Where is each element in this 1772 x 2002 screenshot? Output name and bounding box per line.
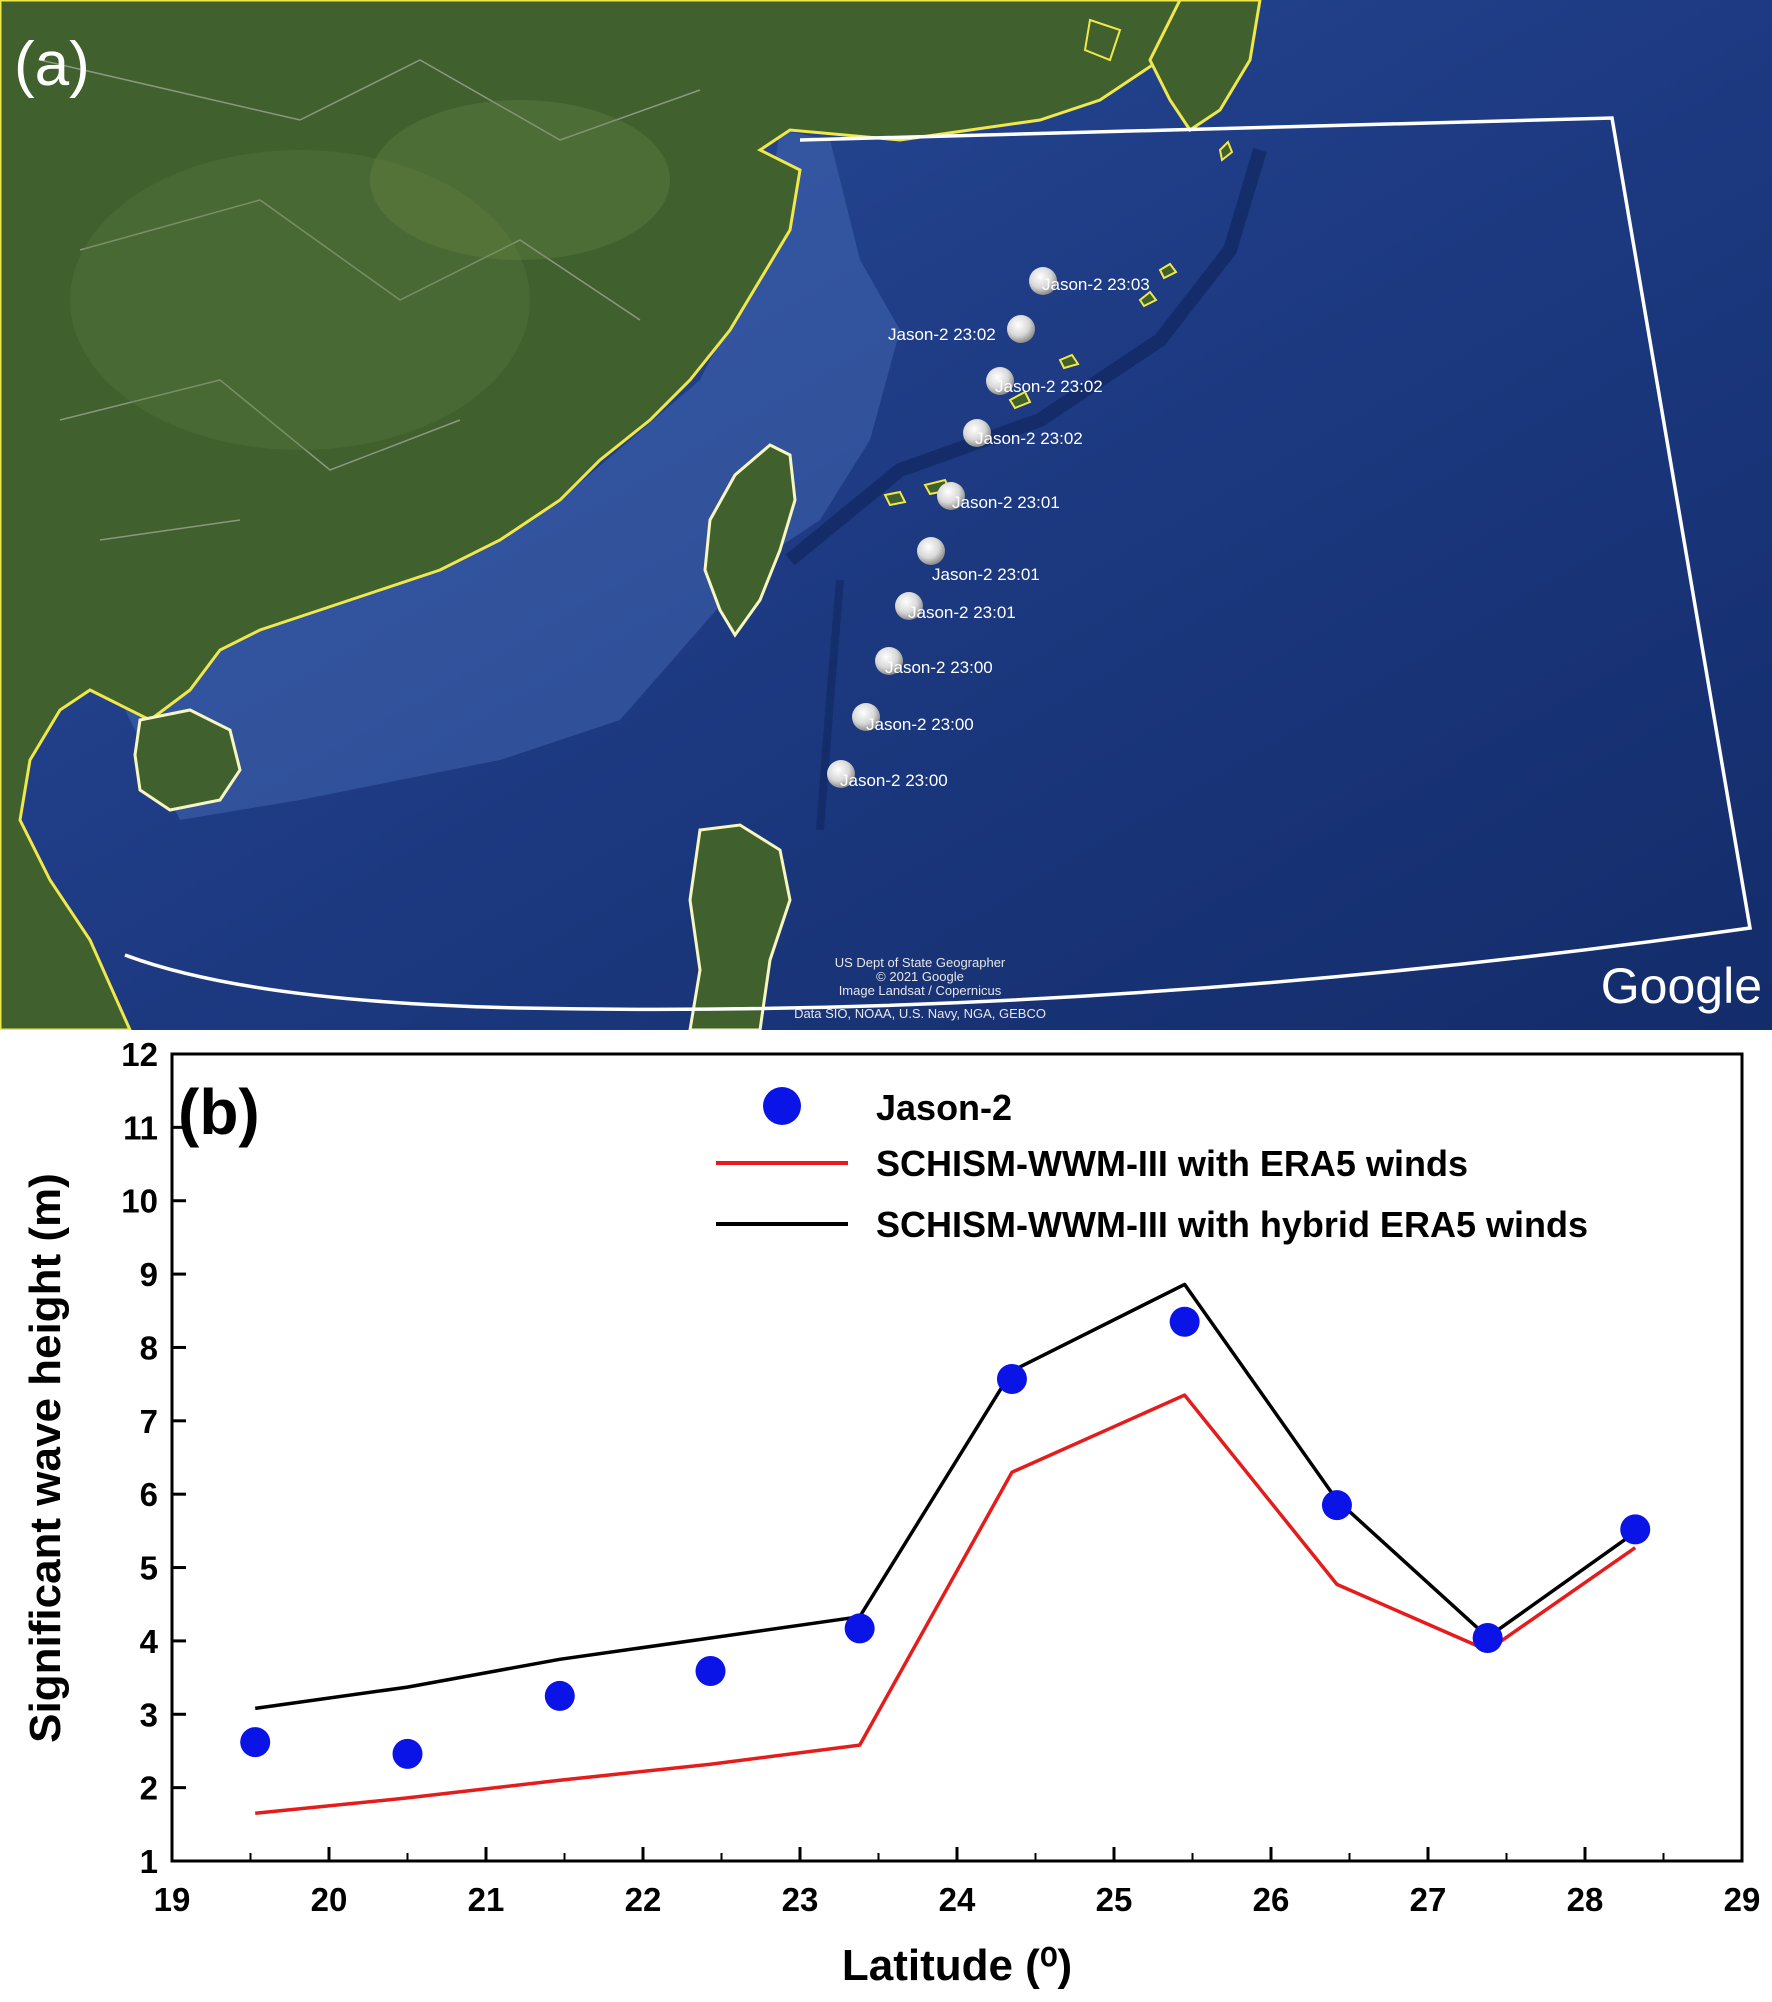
- continental-shelf: [120, 130, 900, 820]
- google-watermark: Google: [1601, 958, 1762, 1014]
- x-tick-label: 29: [1724, 1881, 1761, 1918]
- jason-2-marker: [986, 367, 1014, 395]
- taiwan-island: [703, 443, 797, 638]
- jason-2-marker-label: Jason-2 23:02: [975, 429, 1083, 448]
- mainland-landmass: [0, 0, 1182, 1030]
- series-line-2: [254, 1282, 1637, 1711]
- satellite-map: Jason-2 23:03 Jason-2 23:02 Jason-2 23:02 J…: [0, 0, 1772, 1030]
- jason-2-marker-label: Jason-2 23:02: [995, 377, 1103, 396]
- y-tick-label: 3: [140, 1696, 158, 1733]
- jason-2-marker: [875, 647, 903, 675]
- jason-2-marker-label: Jason-2 23:01: [932, 565, 1040, 584]
- jason-2-marker-label: Jason-2 23:00: [885, 658, 993, 677]
- y-tick-label: 1: [140, 1843, 158, 1880]
- island: [1083, 18, 1122, 62]
- hainan-island: [133, 708, 242, 812]
- series-line-1: [255, 1393, 1637, 1816]
- x-tick-label: 19: [154, 1881, 191, 1918]
- jason-2-point: [392, 1738, 423, 1769]
- x-axis: 19 20 21 22 23 24 25 26 27 28 29: [154, 1847, 1761, 1918]
- y-tick-label: 2: [140, 1770, 158, 1807]
- jason-2-marker-label: Jason-2 23:02: [888, 325, 996, 344]
- plot-area: [240, 1282, 1651, 1816]
- jason-2-marker: [917, 537, 945, 565]
- jason-2-marker-label: Jason-2 23:01: [952, 493, 1060, 512]
- jason-2-point: [1472, 1622, 1503, 1653]
- luzon-landmass: [688, 823, 792, 1030]
- jason-2-marker: [1007, 315, 1035, 343]
- attribution-line: Image Landsat / Copernicus: [839, 983, 1002, 998]
- jason-2-marker-label: Jason-2 23:00: [840, 771, 948, 790]
- map-panel-label: (a): [14, 30, 90, 99]
- x-axis-label: Latitude (⁰): [842, 1941, 1072, 1990]
- attribution-line: Data SIO, NOAA, U.S. Navy, NGA, GEBCO: [794, 1006, 1046, 1021]
- y-axis-label: Significant wave height (m): [21, 1173, 70, 1743]
- x-tick-label: 23: [782, 1881, 819, 1918]
- land-texture: [370, 100, 670, 260]
- legend-label-era5: SCHISM-WWM-III with ERA5 winds: [876, 1143, 1468, 1184]
- jason-2-point: [844, 1613, 875, 1644]
- jason-2-point: [544, 1680, 575, 1711]
- y-tick-label: 6: [140, 1476, 158, 1513]
- kyushu-landmass: [1148, 0, 1262, 133]
- ryukyu-trench: [785, 147, 1267, 566]
- jason-2-point: [695, 1655, 726, 1686]
- legend-label-jason-2: Jason-2: [876, 1087, 1012, 1128]
- legend-marker-jason-2: [763, 1087, 801, 1125]
- jason-2-point: [1321, 1490, 1352, 1521]
- x-tick-label: 20: [311, 1881, 348, 1918]
- jason-2-point: [1169, 1306, 1200, 1337]
- x-tick-label: 26: [1253, 1881, 1290, 1918]
- jason-2-point: [996, 1364, 1027, 1395]
- map-attribution: US Dept of State Geographer © 2021 Googl…: [794, 955, 1046, 1021]
- land-texture: [70, 150, 530, 450]
- y-tick-label: 8: [140, 1329, 158, 1366]
- y-tick-label: 10: [121, 1183, 158, 1220]
- plot-panel: 1 2 3 4 5 6 7 8 9 10 11 12 19 20 21 22 23 24 25 26 27 28 29 (…: [0, 1030, 1772, 1997]
- jason-2-point: [240, 1727, 271, 1758]
- x-tick-label: 21: [468, 1881, 505, 1918]
- x-tick-label: 28: [1567, 1881, 1604, 1918]
- jason-2-marker-label: Jason-2 23:00: [866, 715, 974, 734]
- jason-2-marker: [937, 482, 965, 510]
- x-tick-label: 24: [939, 1881, 976, 1918]
- x-tick-label: 25: [1096, 1881, 1133, 1918]
- y-tick-label: 7: [140, 1403, 158, 1440]
- jason-2-marker-label: Jason-2 23:01: [908, 603, 1016, 622]
- y-tick-label: 5: [140, 1550, 158, 1587]
- map-panel: Jason-2 23:03 Jason-2 23:02 Jason-2 23:02 J…: [0, 0, 1772, 1030]
- y-tick-label: 12: [121, 1036, 158, 1073]
- jason-2-marker: [963, 419, 991, 447]
- legend: Jason-2 SCHISM-WWM-III with ERA5 winds S…: [716, 1087, 1588, 1245]
- province-borders: [39, 59, 701, 541]
- jason-2-marker-label: Jason-2 23:03: [1042, 275, 1150, 294]
- y-tick-label: 11: [123, 1109, 158, 1146]
- jason-2-marker: [895, 592, 923, 620]
- chart-panel-label: (b): [178, 1076, 260, 1148]
- jason-2-marker: [827, 760, 855, 788]
- attribution-line: US Dept of State Geographer: [835, 955, 1006, 970]
- legend-label-hybrid-era5: SCHISM-WWM-III with hybrid ERA5 winds: [876, 1204, 1588, 1245]
- y-tick-label: 9: [140, 1256, 158, 1293]
- jason-2-track-markers: Jason-2 23:03 Jason-2 23:02 Jason-2 23:02 J…: [827, 267, 1150, 790]
- y-tick-label: 4: [140, 1623, 159, 1660]
- x-tick-label: 22: [625, 1881, 662, 1918]
- trench: [816, 579, 844, 831]
- model-domain-boundary: [124, 116, 1753, 1012]
- attribution-line: © 2021 Google: [876, 969, 964, 984]
- jason-2-point: [1620, 1514, 1651, 1545]
- jason-2-marker: [1029, 267, 1057, 295]
- x-tick-label: 27: [1410, 1881, 1447, 1918]
- jason-2-marker: [852, 703, 880, 731]
